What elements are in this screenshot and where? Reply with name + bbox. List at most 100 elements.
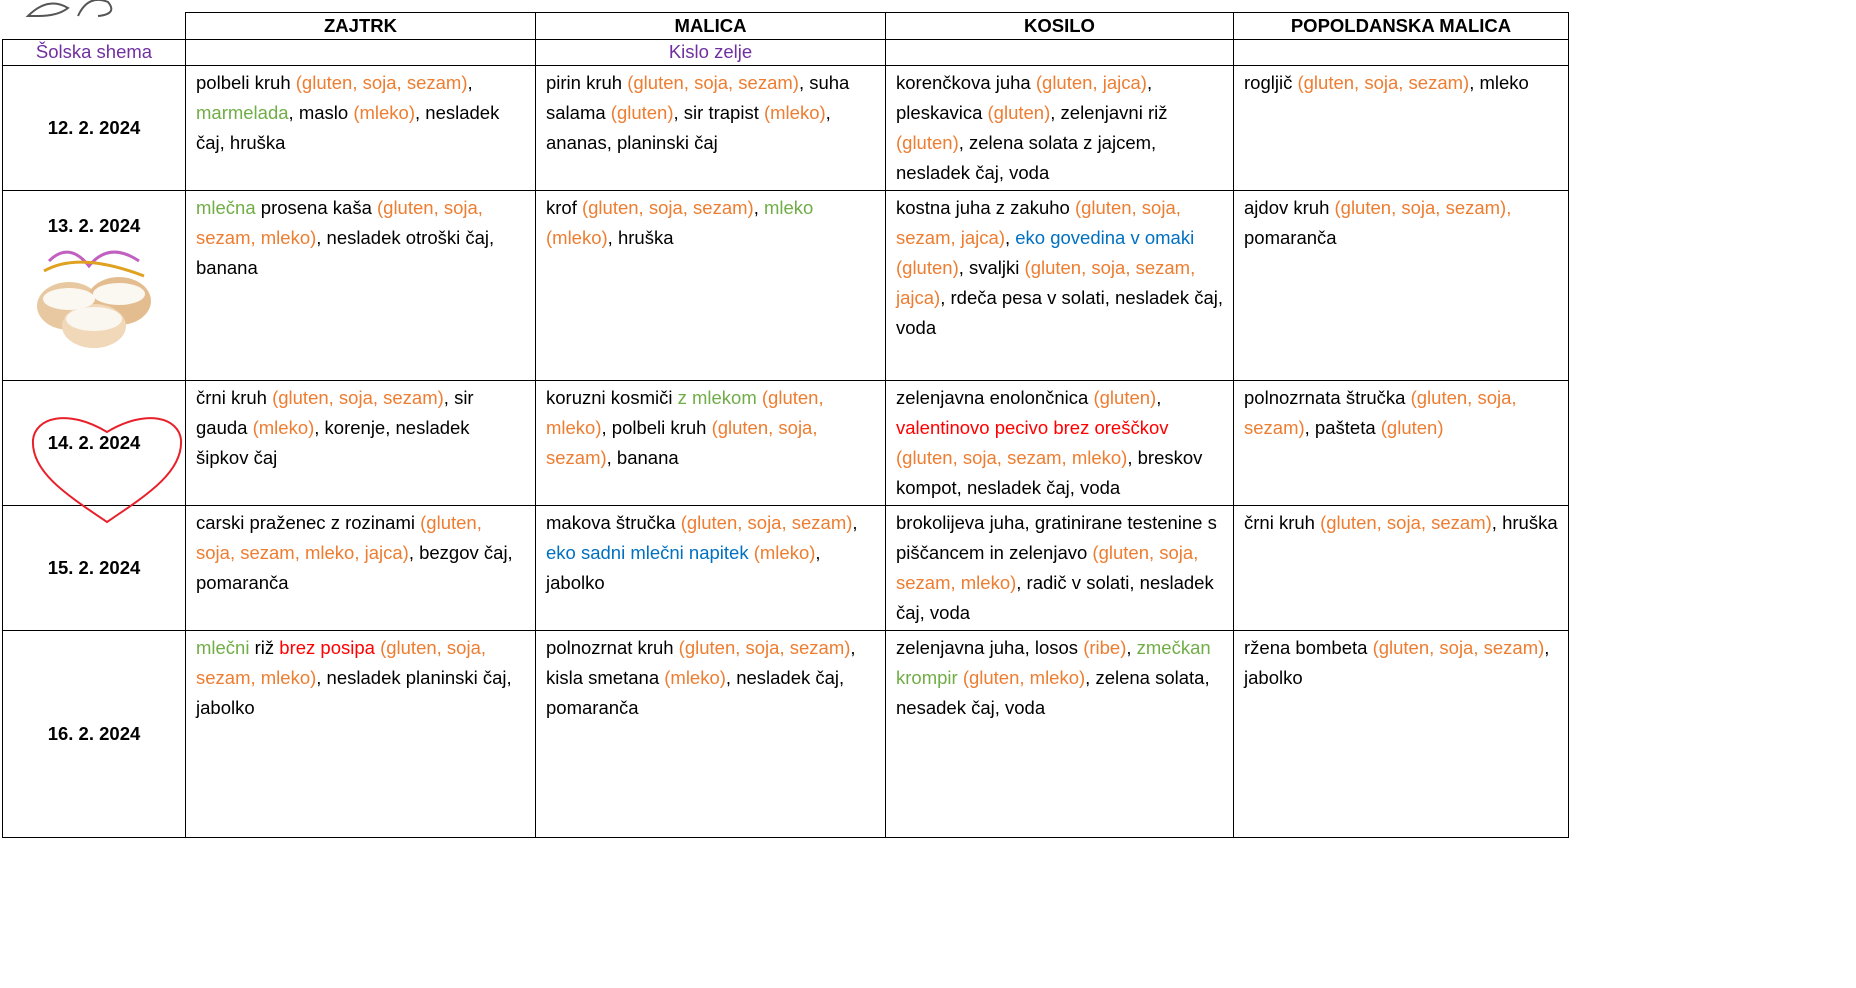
meal-highlight: (mleko): [664, 667, 726, 688]
date: 12. 2. 2024: [47, 117, 141, 138]
date-cell: 12. 2. 2024: [2, 65, 186, 191]
meal-text: , breskov kompot, nesladek čaj, voda: [896, 447, 1203, 498]
meal-text: , kisla smetana: [546, 637, 856, 688]
meal-text: carski praženec z rozinami: [196, 512, 421, 533]
meal-highlight: (mleko): [546, 227, 608, 248]
meal-cell: mlečna prosena kaša (gluten, soja, sezam…: [185, 190, 536, 381]
date-wrap: 12. 2. 2024: [13, 113, 175, 143]
meal-highlight: (gluten): [896, 257, 959, 278]
meal-text: , pašteta: [1304, 417, 1381, 438]
meal-text: črni kruh: [1244, 512, 1321, 533]
meal-text: , hruška: [1491, 512, 1558, 533]
meal-highlight: (gluten, soja, sezam, mleko): [196, 637, 487, 688]
date: 15. 2. 2024: [47, 557, 141, 578]
meal-highlight: brez posipa: [279, 637, 375, 658]
meal-highlight: (gluten, soja, sezam): [546, 417, 818, 468]
meal-highlight: zmečkan krompir: [896, 637, 1211, 688]
meal-highlight: (gluten, soja, sezam): [1320, 512, 1492, 533]
meal-text: zelenjavna enolončnica: [896, 387, 1094, 408]
meal-text: pirin kruh: [546, 72, 628, 93]
meal-text: , polbeli kruh: [601, 417, 712, 438]
meal-highlight: (gluten, soja, sezam): [1244, 387, 1517, 438]
meal-text: pomaranča: [1244, 227, 1337, 248]
meal-highlight: (mleko): [353, 102, 415, 123]
meal-text: , jabolko: [1244, 637, 1550, 688]
meal-highlight: eko sadni mlečni napitek: [546, 542, 749, 563]
meal-highlight: (mleko): [753, 542, 816, 563]
meal-cell: črni kruh (gluten, soja, sezam), hruška: [1233, 505, 1569, 631]
meal-highlight: (gluten): [896, 132, 959, 153]
date-cell: 15. 2. 2024: [2, 505, 186, 631]
scheme-malica: Kislo zelje: [535, 39, 886, 66]
meal-highlight: (gluten, soja, sezam, mleko): [896, 542, 1199, 593]
menu-row: 16. 2. 2024 mlečni riž brez posipa (glute…: [2, 630, 1569, 838]
meal-cell: črni kruh (gluten, soja, sezam), sir gau…: [185, 380, 536, 506]
meal-text: polnozrnat kruh: [546, 637, 679, 658]
meal-highlight: mlečni: [196, 637, 250, 658]
meal-text: črni kruh: [196, 387, 273, 408]
meal-cell: koruzni kosmiči z mlekom (gluten, mleko)…: [535, 380, 886, 506]
menu-row: 13. 2. 2024 mlečna prosena kaša (gluten, …: [2, 190, 1569, 381]
column-header: ZAJTRK: [185, 12, 536, 40]
meal-cell: korenčkova juha (gluten, jajca), pleskav…: [885, 65, 1234, 191]
meal-highlight: (gluten, soja, sezam): [295, 72, 468, 93]
meal-text: , suha salama: [546, 72, 850, 123]
meal-cell: brokolijeva juha, gratinirane testenine …: [885, 505, 1234, 631]
column-header: KOSILO: [885, 12, 1234, 40]
meal-highlight: mlečna: [196, 197, 256, 218]
meal-highlight: (gluten): [610, 102, 674, 123]
meal-text: ,: [852, 512, 858, 533]
meal-cell: ržena bombeta (gluten, soja, sezam), jab…: [1233, 630, 1569, 838]
menu-row: 15. 2. 2024 carski praženec z rozinami (g…: [2, 505, 1569, 631]
meal-text: , korenje, nesladek šipkov čaj: [196, 417, 470, 468]
meal-text: , banana: [606, 447, 679, 468]
meal-text: makova štručka: [546, 512, 681, 533]
meal-cell: krof (gluten, soja, sezam), mleko (mleko…: [535, 190, 886, 381]
meal-highlight: (ribe): [1083, 637, 1127, 658]
meal-cell: makova štručka (gluten, soja, sezam), ek…: [535, 505, 886, 631]
meal-text: , maslo: [288, 102, 354, 123]
meal-text: , nesladek otroški čaj, banana: [196, 227, 495, 278]
meal-text: koruzni kosmiči: [546, 387, 678, 408]
meal-text: , nesladek čaj, hruška: [196, 102, 500, 153]
empty-cell: [185, 39, 536, 66]
meal-text: krof: [546, 197, 582, 218]
meal-text: , ananas, planinski čaj: [546, 102, 831, 153]
meal-highlight: (gluten, soja, sezam, jajca): [896, 197, 1181, 248]
school-scheme-row: Šolska shema Kislo zelje: [2, 39, 1569, 66]
meal-text: , zelena solata z jajcem, nesladek čaj, …: [896, 132, 1157, 183]
meal-highlight: eko govedina v omaki: [1015, 227, 1195, 248]
date-cell: 13. 2. 2024: [2, 190, 186, 381]
meal-text: ržena bombeta: [1244, 637, 1373, 658]
column-header: MALICA: [535, 12, 886, 40]
meal-highlight: (gluten): [1093, 387, 1157, 408]
meal-highlight: (gluten, soja, sezam): [581, 197, 754, 218]
empty-cell: [885, 39, 1234, 66]
meal-cell: rogljič (gluten, soja, sezam), mleko: [1233, 65, 1569, 191]
date: 13. 2. 2024: [47, 215, 141, 236]
meal-highlight: (mleko): [252, 417, 315, 438]
heart-outline: [31, 417, 183, 524]
meal-text: rogljič: [1244, 72, 1298, 93]
date-wrap: 14. 2. 2024: [13, 417, 183, 524]
meal-text: ajdov kruh: [1244, 197, 1335, 218]
meal-text: korenčkova juha: [896, 72, 1036, 93]
meal-cell: pirin kruh (gluten, soja, sezam), suha s…: [535, 65, 886, 191]
meal-text: , bezgov čaj, pomaranča: [196, 542, 513, 593]
meal-text: , nesladek planinski čaj, jabolko: [196, 667, 512, 718]
meal-highlight: (gluten, soja, sezam): [680, 512, 853, 533]
empty-cell: [1233, 39, 1569, 66]
blank-cell: [2, 12, 186, 40]
meal-text: , zelenjavni riž: [1050, 102, 1168, 123]
meal-highlight: valentinovo pecivo brez oreščkov: [896, 417, 1169, 438]
meal-text: riž: [249, 637, 280, 658]
meal-text: , mleko: [1469, 72, 1529, 93]
meal-cell: zelenjavna enolončnica (gluten), valenti…: [885, 380, 1234, 506]
meal-highlight: (gluten, soja, sezam): [1372, 637, 1545, 658]
meal-text: , pleskavica: [896, 72, 1153, 123]
meal-highlight: marmelada: [196, 102, 289, 123]
meal-text: polnozrnata štručka: [1244, 387, 1411, 408]
meal-cell: mlečni riž brez posipa (gluten, soja, se…: [185, 630, 536, 838]
date-wrap: 16. 2. 2024: [13, 719, 175, 749]
